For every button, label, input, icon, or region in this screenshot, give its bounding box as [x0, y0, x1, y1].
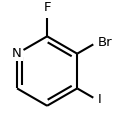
Text: N: N	[12, 47, 22, 60]
Text: I: I	[98, 93, 102, 106]
Text: Br: Br	[98, 36, 112, 49]
Text: F: F	[43, 1, 51, 14]
